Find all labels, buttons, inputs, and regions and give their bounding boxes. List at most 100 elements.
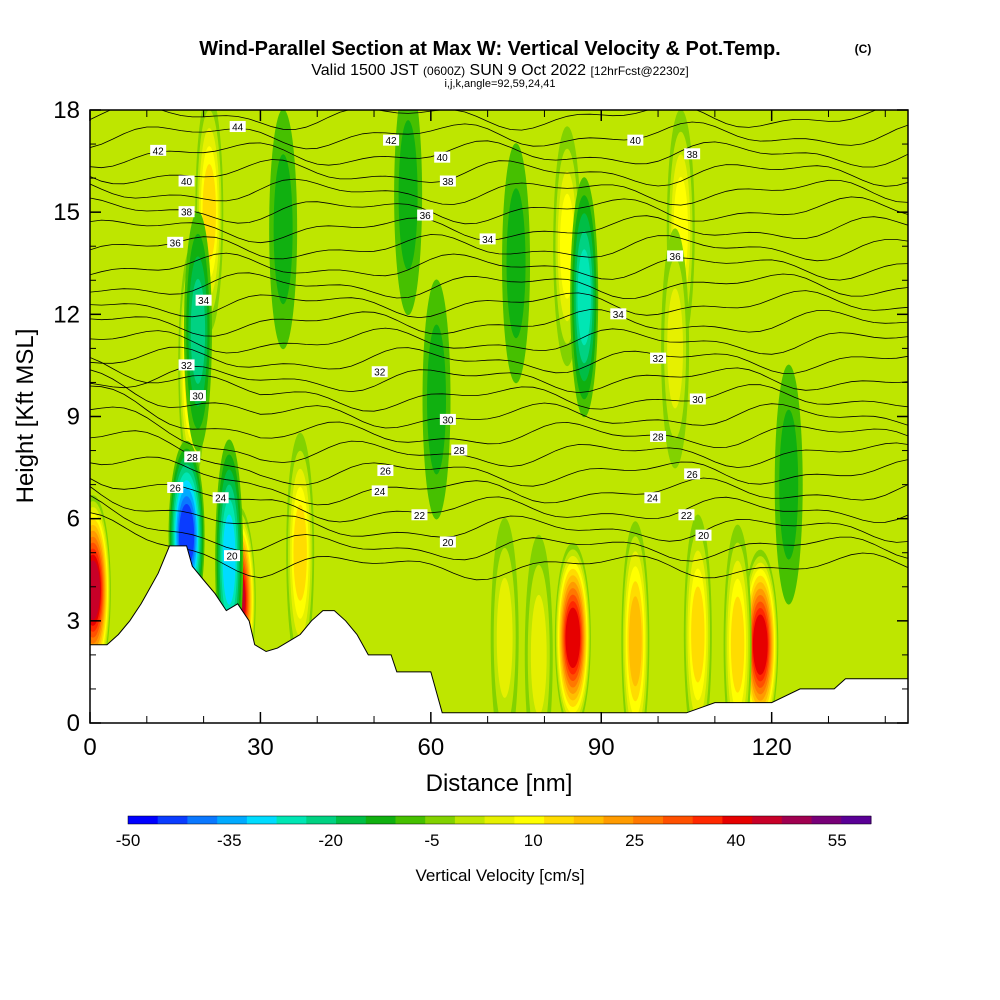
velocity-cell (394, 110, 423, 316)
theta-label-text: 42 (386, 136, 398, 147)
theta-contour (90, 365, 908, 394)
theta-contour (90, 121, 908, 150)
colorbar-swatch (544, 816, 575, 824)
theta-contour (90, 486, 908, 543)
theta-contour (90, 178, 908, 206)
velocity-cell (570, 177, 599, 418)
colorbar-tick-label: -20 (318, 831, 343, 850)
theta-label-text: 34 (613, 310, 625, 321)
colorbar-swatch (425, 816, 456, 824)
x-tick-label: 120 (752, 734, 792, 761)
theta-label-text: 32 (181, 361, 193, 372)
theta-label-text: 22 (414, 511, 426, 522)
theta-label-text: 40 (181, 177, 193, 188)
velocity-cell (269, 110, 298, 350)
colorbar-swatch (395, 816, 426, 824)
theta-contour (90, 406, 908, 468)
velocity-shading (779, 409, 799, 560)
theta-contour (90, 385, 908, 449)
theta-contour (90, 252, 908, 281)
theta-label: 40 (178, 175, 195, 188)
velocity-shading (273, 154, 293, 305)
theta-label: 32 (371, 366, 388, 379)
velocity-cell (502, 143, 531, 384)
velocity-shading (293, 504, 307, 601)
y-tick-label: 12 (53, 301, 80, 328)
colorbar-tick-label: 55 (828, 831, 847, 850)
theta-contour (90, 309, 908, 337)
colorbar-tick-labels: -50 -35 -20 -5 10 25 40 55 (116, 831, 847, 850)
colorbar-tick-label: -50 (116, 831, 141, 850)
velocity-cell (742, 549, 779, 723)
y-tick-label: 6 (67, 506, 80, 533)
theta-label: 32 (650, 352, 667, 365)
theta-label-text: 36 (670, 252, 682, 263)
theta-label-text: 28 (454, 446, 466, 457)
colorbar-swatch (306, 816, 337, 824)
theta-contour (90, 327, 908, 355)
y-axis-label: Height [Kft MSL] (12, 329, 39, 504)
theta-label: 28 (184, 451, 201, 464)
theta-label: 34 (479, 233, 496, 246)
colorbar-swatch (217, 816, 248, 824)
theta-label: 36 (667, 250, 684, 263)
theta-label: 38 (178, 206, 195, 219)
theta-label-text: 28 (187, 453, 199, 464)
theta-label: 20 (439, 536, 456, 549)
colorbar-frame (127, 815, 872, 825)
colorbar-swatch (336, 816, 367, 824)
theta-label: 42 (383, 134, 400, 147)
colorbar-tick-label: 25 (625, 831, 644, 850)
velocity-shading (691, 586, 705, 683)
colorbar-tick-label: -35 (217, 831, 242, 850)
velocity-cell (683, 514, 712, 723)
colorbar-label: Vertical Velocity [cm/s] (415, 866, 584, 885)
colorbar-swatch (781, 816, 812, 824)
grid-indices-label: i,j,k,angle=92,59,24,41 (444, 78, 555, 90)
colorbar-swatch (603, 816, 634, 824)
colorbar-swatch (692, 816, 723, 824)
velocity-cell (286, 432, 315, 673)
x-axis-label: Distance [nm] (426, 770, 573, 797)
theta-label: 22 (411, 509, 428, 522)
theta-label-text: 40 (630, 136, 642, 147)
velocity-cell (621, 521, 650, 723)
velocity-cell (723, 524, 752, 723)
chart-title: Wind-Parallel Section at Max W: Vertical… (199, 38, 780, 60)
colorbar (127, 815, 872, 825)
theta-contour (90, 512, 908, 581)
theta-label-text: 34 (482, 235, 494, 246)
colorbar-swatch (841, 816, 872, 824)
theta-label: 28 (650, 430, 667, 443)
theta-label-text: 40 (437, 153, 449, 164)
y-tick-label: 18 (53, 97, 80, 124)
colorbar-swatch (128, 816, 159, 824)
velocity-shading (628, 596, 642, 687)
theta-label: 36 (417, 209, 434, 222)
theta-label: 42 (150, 144, 167, 157)
theta-label-text: 38 (442, 177, 454, 188)
theta-label-text: 24 (647, 494, 659, 505)
theta-label-text: 24 (374, 487, 386, 498)
colorbar-swatch (365, 816, 396, 824)
theta-label-text: 22 (681, 511, 693, 522)
velocity-shading (752, 614, 768, 675)
theta-label: 28 (451, 444, 468, 457)
theta-label: 20 (695, 529, 712, 542)
theta-label: 30 (439, 413, 456, 426)
theta-contour (90, 430, 908, 487)
theta-contour (90, 346, 908, 374)
theta-label-text: 36 (420, 211, 432, 222)
y-tick-label: 15 (53, 199, 80, 226)
theta-contour (90, 140, 908, 169)
velocity-cell (422, 279, 451, 520)
theta-label: 20 (224, 550, 241, 563)
theta-contour (90, 196, 908, 225)
velocity-shading (398, 120, 418, 271)
colorbar-swatch (484, 816, 515, 824)
colorbar-swatch (454, 816, 486, 824)
colorbar-swatch (276, 816, 307, 824)
theta-label-text: 26 (687, 470, 699, 481)
velocity-shading (427, 324, 447, 475)
